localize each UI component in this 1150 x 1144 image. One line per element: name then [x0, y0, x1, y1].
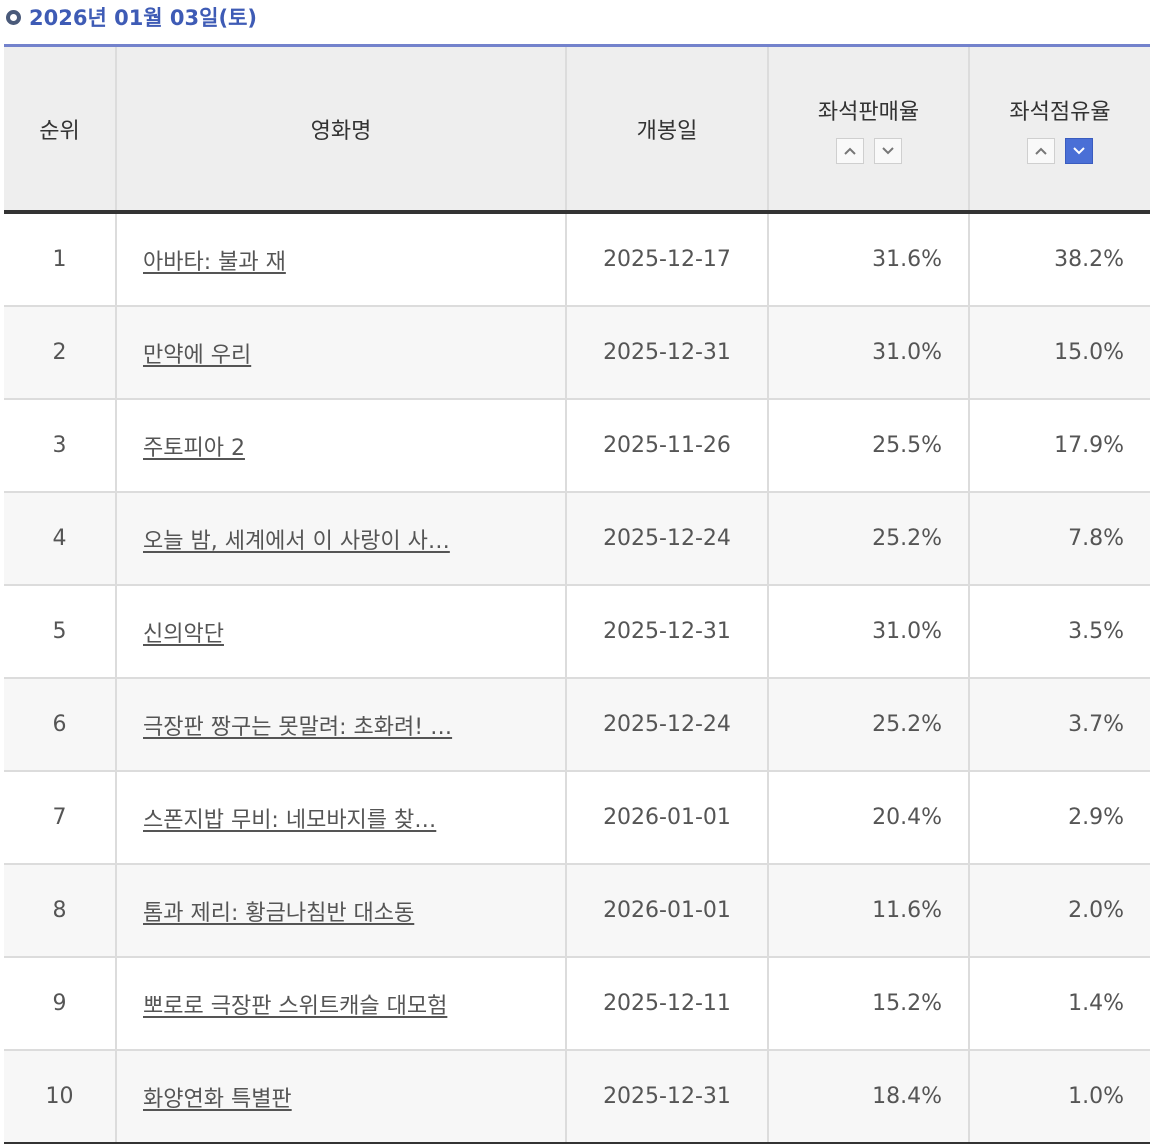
title-cell: 스폰지밥 무비: 네모바지를 찾…	[116, 771, 567, 865]
movie-title-link[interactable]: 오늘 밤, 세계에서 이 사랑이 사…	[143, 528, 450, 554]
rank-cell: 3	[4, 399, 117, 493]
occupancy-cell: 2.9%	[969, 771, 1150, 865]
rank-cell: 1	[4, 212, 117, 307]
occupancy-cell: 2.0%	[969, 864, 1150, 958]
table-row: 9 뽀로로 극장판 스위트캐슬 대모험 2025-12-11 15.2% 1.4…	[4, 957, 1150, 1051]
table-row: 4 오늘 밤, 세계에서 이 사랑이 사… 2025-12-24 25.2% 7…	[4, 492, 1150, 586]
sales-rate-cell: 15.2%	[768, 957, 970, 1051]
chevron-down-icon	[1073, 146, 1085, 154]
sales-rate-cell: 25.2%	[768, 492, 970, 586]
sales-rate-sort-asc-button[interactable]	[835, 137, 864, 164]
column-header-occupancy: 좌석점유율	[969, 47, 1150, 214]
occupancy-cell: 17.9%	[969, 399, 1150, 493]
occupancy-cell: 1.0%	[969, 1050, 1150, 1144]
release-date-cell: 2025-12-11	[566, 957, 769, 1051]
occupancy-cell: 15.0%	[969, 306, 1150, 400]
chevron-up-icon	[1035, 147, 1047, 155]
release-date-cell: 2025-12-31	[566, 585, 769, 679]
release-date-cell: 2026-01-01	[566, 771, 769, 865]
movie-title-link[interactable]: 화양연화 특별판	[143, 1086, 292, 1112]
rank-cell: 8	[4, 864, 117, 958]
table-row: 5 신의악단 2025-12-31 31.0% 3.5%	[4, 585, 1150, 679]
rank-cell: 6	[4, 678, 117, 772]
column-header-title: 영화명	[116, 47, 567, 214]
movie-title-link[interactable]: 스폰지밥 무비: 네모바지를 찾…	[143, 807, 437, 833]
rank-cell: 7	[4, 771, 117, 865]
title-cell: 주토피아 2	[116, 399, 567, 493]
sales-rate-cell: 31.0%	[768, 585, 970, 679]
title-cell: 아바타: 불과 재	[116, 212, 567, 307]
date-title: 2026년 01월 03일(토)	[29, 6, 257, 30]
release-date-cell: 2025-12-31	[566, 1050, 769, 1144]
title-cell: 극장판 짱구는 못말려: 초화려! …	[116, 678, 567, 772]
column-header-rank: 순위	[4, 47, 117, 214]
title-cell: 화양연화 특별판	[116, 1050, 567, 1144]
title-cell: 오늘 밤, 세계에서 이 사랑이 사…	[116, 492, 567, 586]
movie-title-link[interactable]: 아바타: 불과 재	[143, 249, 286, 275]
title-cell: 뽀로로 극장판 스위트캐슬 대모험	[116, 957, 567, 1051]
sales-rate-cell: 20.4%	[768, 771, 970, 865]
table-row: 6 극장판 짱구는 못말려: 초화려! … 2025-12-24 25.2% 3…	[4, 678, 1150, 772]
movie-title-link[interactable]: 주토피아 2	[143, 435, 245, 461]
occupancy-label: 좌석점유율	[1009, 99, 1111, 125]
release-date-cell: 2025-12-24	[566, 678, 769, 772]
title-cell: 신의악단	[116, 585, 567, 679]
occupancy-cell: 7.8%	[969, 492, 1150, 586]
table-row: 10 화양연화 특별판 2025-12-31 18.4% 1.0%	[4, 1050, 1150, 1144]
table-row: 3 주토피아 2 2025-11-26 25.5% 17.9%	[4, 399, 1150, 493]
chevron-up-icon	[843, 147, 856, 155]
movie-title-link[interactable]: 극장판 짱구는 못말려: 초화려! …	[143, 714, 453, 740]
occupancy-cell: 3.7%	[969, 678, 1150, 772]
table-row: 7 스폰지밥 무비: 네모바지를 찾… 2026-01-01 20.4% 2.9…	[4, 771, 1150, 865]
rank-cell: 10	[4, 1050, 117, 1144]
sales-rate-cell: 31.0%	[768, 306, 970, 400]
sales-rate-cell: 18.4%	[768, 1050, 970, 1144]
occupancy-cell: 3.5%	[969, 585, 1150, 679]
sales-rate-cell: 25.5%	[768, 399, 970, 493]
occupancy-sort-asc-button[interactable]	[1027, 137, 1055, 164]
release-date-cell: 2026-01-01	[566, 864, 769, 958]
table-row: 2 만약에 우리 2025-12-31 31.0% 15.0%	[4, 306, 1150, 400]
movie-title-link[interactable]: 만약에 우리	[143, 342, 252, 368]
occupancy-cell: 38.2%	[969, 212, 1150, 307]
release-date-cell: 2025-12-31	[566, 306, 769, 400]
title-cell: 톰과 제리: 황금나침반 대소동	[116, 864, 567, 958]
rank-cell: 4	[4, 492, 117, 586]
sales-rate-sort-desc-button[interactable]	[873, 137, 902, 164]
sales-rate-cell: 11.6%	[768, 864, 970, 958]
occupancy-sort-desc-button[interactable]	[1065, 137, 1093, 164]
table-header-row: 순위 영화명 개봉일 좌석판매율 좌석점유율	[4, 47, 1150, 214]
boxoffice-table: 순위 영화명 개봉일 좌석판매율 좌석점유율	[4, 47, 1150, 1144]
sales-rate-cell: 25.2%	[768, 678, 970, 772]
sales-rate-label: 좌석판매율	[817, 99, 920, 125]
date-header: 2026년 01월 03일(토)	[6, 0, 257, 34]
table-row: 1 아바타: 불과 재 2025-12-17 31.6% 38.2%	[4, 212, 1150, 307]
release-date-cell: 2025-12-24	[566, 492, 769, 586]
column-header-sales-rate: 좌석판매율	[768, 47, 970, 214]
release-date-cell: 2025-12-17	[566, 212, 769, 307]
movie-title-link[interactable]: 톰과 제리: 황금나침반 대소동	[143, 900, 415, 926]
movie-title-link[interactable]: 신의악단	[143, 621, 224, 647]
movie-title-link[interactable]: 뽀로로 극장판 스위트캐슬 대모험	[143, 993, 448, 1019]
rank-cell: 2	[4, 306, 117, 400]
circle-bullet-icon	[6, 9, 21, 25]
sales-rate-cell: 31.6%	[768, 212, 970, 307]
table-row: 8 톰과 제리: 황금나침반 대소동 2026-01-01 11.6% 2.0%	[4, 864, 1150, 958]
title-cell: 만약에 우리	[116, 306, 567, 400]
boxoffice-table-container: 순위 영화명 개봉일 좌석판매율 좌석점유율	[4, 44, 1150, 1144]
occupancy-cell: 1.4%	[969, 957, 1150, 1051]
release-date-cell: 2025-11-26	[566, 399, 769, 493]
chevron-down-icon	[881, 146, 894, 154]
column-header-release: 개봉일	[566, 47, 769, 214]
rank-cell: 5	[4, 585, 117, 679]
rank-cell: 9	[4, 957, 117, 1051]
